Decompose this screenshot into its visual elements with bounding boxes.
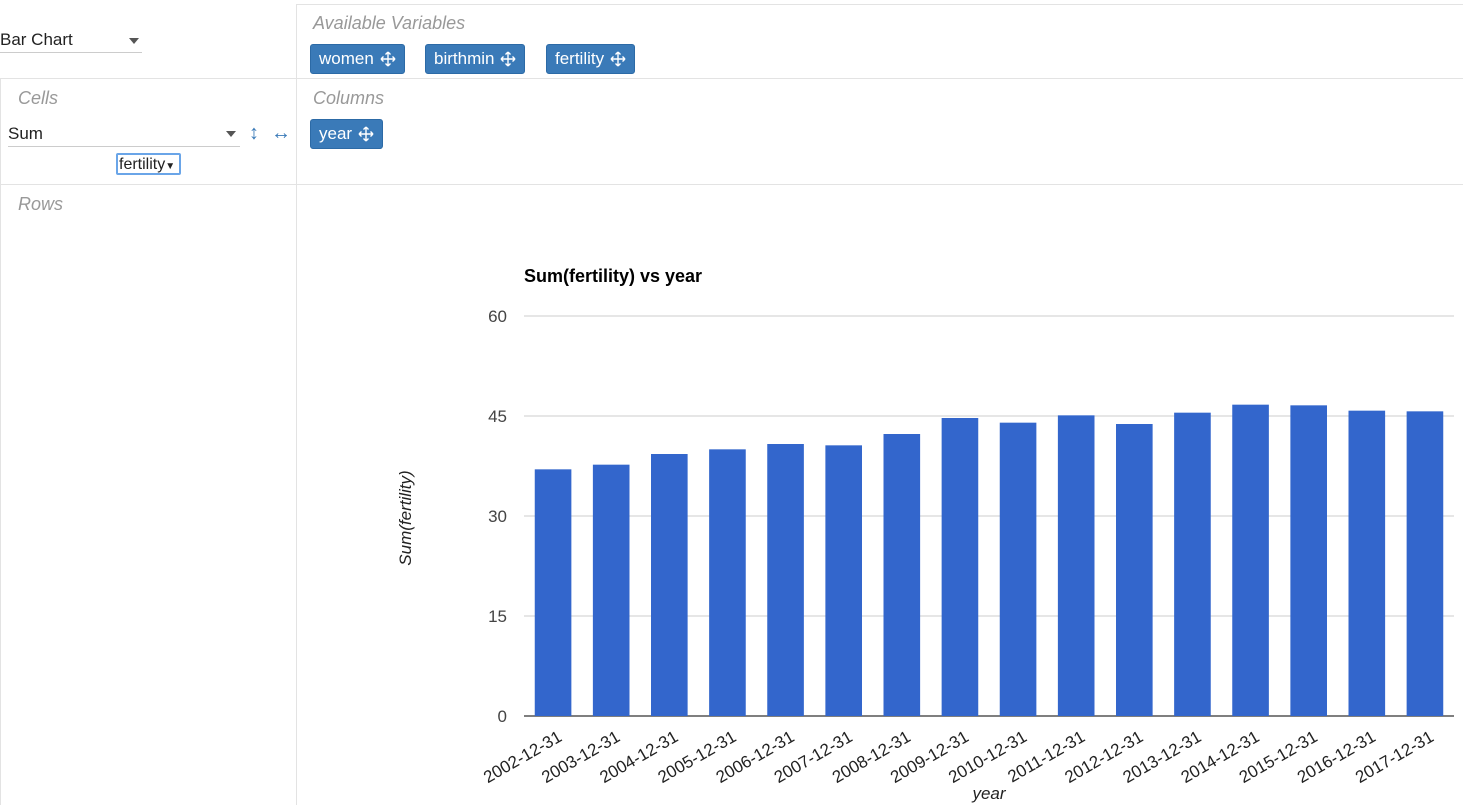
bar[interactable] [825, 445, 862, 716]
y-tick-label: 15 [488, 607, 507, 626]
move-icon [358, 126, 374, 142]
bar[interactable] [1174, 412, 1211, 716]
y-tick-label: 60 [488, 307, 507, 326]
chevron-down-icon[interactable] [129, 38, 139, 44]
bar[interactable] [709, 449, 746, 716]
bar[interactable] [1057, 415, 1095, 716]
divider-vertical [296, 4, 297, 805]
bar[interactable] [767, 444, 804, 716]
cells-title: Cells [18, 88, 59, 108]
y-axis-label: Sum(fertility) [396, 470, 415, 565]
column-chip-year[interactable]: year [310, 119, 384, 149]
aggregator-select[interactable]: Sum [8, 124, 240, 147]
divider-left [0, 78, 1, 805]
bar[interactable] [592, 464, 630, 716]
bar[interactable] [1406, 411, 1444, 716]
variable-chip-women[interactable]: women [310, 44, 405, 74]
y-tick-label: 30 [488, 507, 507, 526]
bar[interactable] [999, 422, 1037, 716]
variable-chip-fertility[interactable]: fertility [546, 44, 636, 74]
bar[interactable] [1232, 404, 1269, 716]
bar[interactable] [1116, 424, 1153, 716]
bar[interactable] [1348, 410, 1386, 716]
chevron-down-icon[interactable] [226, 131, 236, 137]
move-icon [610, 51, 626, 67]
sort-cols-icon[interactable]: ↔ [271, 122, 291, 144]
variable-chip-birthmin[interactable]: birthmin [425, 44, 526, 74]
y-tick-label: 0 [498, 707, 507, 726]
aggregator-select-value: Sum [8, 124, 43, 143]
bar[interactable] [941, 418, 979, 716]
renderer-select-value: Bar Chart [0, 30, 73, 49]
divider-top [296, 4, 1463, 5]
bar[interactable] [534, 469, 572, 716]
sort-rows-icon[interactable]: ↕ [249, 122, 259, 144]
x-axis-label: year [971, 784, 1006, 803]
y-tick-label: 45 [488, 407, 507, 426]
renderer-select[interactable]: Bar Chart [0, 30, 142, 53]
aggregator-field-select[interactable]: fertility▼ [116, 153, 181, 175]
chart-title: Sum(fertility) vs year [524, 266, 702, 286]
divider-row1 [0, 78, 1463, 79]
columns-title: Columns [313, 88, 385, 108]
divider-row2 [0, 184, 1463, 185]
bar[interactable] [651, 454, 688, 716]
move-icon [500, 51, 516, 67]
bar[interactable] [1290, 405, 1327, 716]
rows-title: Rows [18, 194, 64, 214]
move-icon [380, 51, 396, 67]
available-variables-title: Available Variables [313, 13, 466, 33]
caret-down-icon: ▼ [165, 161, 176, 172]
bar[interactable] [883, 434, 921, 716]
